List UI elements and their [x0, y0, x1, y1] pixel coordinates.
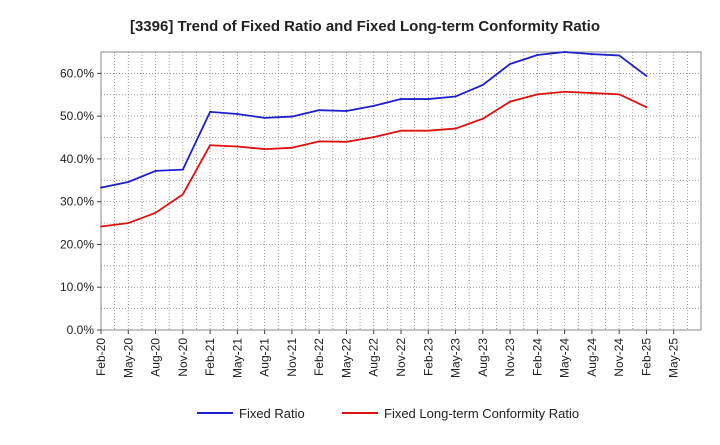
x-tick-label: Feb-20 — [94, 338, 108, 376]
data-point — [291, 146, 293, 149]
data-point — [427, 98, 430, 100]
y-tick-label: 20.0% — [60, 237, 94, 251]
data-point — [536, 54, 539, 56]
data-point — [400, 98, 402, 100]
data-point — [481, 117, 484, 120]
data-point — [127, 222, 130, 224]
data-point — [400, 129, 402, 132]
x-tick-label: Nov-21 — [285, 338, 299, 377]
y-tick-label: 0.0% — [67, 323, 95, 337]
data-point — [645, 75, 648, 77]
x-tick-label: Aug-21 — [258, 338, 272, 377]
x-tick-label: Nov-20 — [176, 338, 190, 377]
data-point — [127, 181, 130, 183]
data-point — [481, 84, 484, 86]
x-tick-label: May-20 — [121, 338, 135, 378]
data-point — [454, 127, 457, 130]
data-point — [536, 93, 539, 96]
x-tick-label: Nov-24 — [612, 338, 626, 377]
x-axis: Feb-20 May-20 Aug-20 Nov-20 Feb-21 May-21 Aug-… — [94, 330, 681, 378]
data-point — [563, 51, 566, 53]
x-tick-label: Aug-20 — [149, 338, 163, 377]
x-tick-label: Aug-24 — [585, 338, 599, 377]
data-point — [591, 53, 593, 56]
data-point — [100, 186, 102, 189]
data-point — [591, 92, 593, 94]
data-point — [372, 136, 375, 139]
data-point — [427, 129, 430, 132]
x-tick-label: Nov-22 — [394, 338, 408, 377]
data-point — [291, 115, 293, 118]
data-point — [318, 140, 321, 143]
y-axis: 0.0% 10.0% 20.0% 30.0% 40.0% 50.0% 60.0% — [60, 66, 101, 337]
data-point — [345, 140, 348, 143]
data-point — [181, 168, 184, 171]
x-tick-label: Feb-23 — [421, 338, 435, 376]
data-point — [263, 116, 266, 119]
legend-item-fixed-ratio: Fixed Ratio — [197, 406, 305, 421]
x-tick-label: Feb-21 — [203, 338, 217, 376]
data-point — [345, 110, 348, 112]
data-point — [209, 144, 211, 147]
x-tick-label: Nov-23 — [503, 338, 517, 377]
data-point — [645, 106, 648, 109]
data-point — [454, 95, 457, 98]
data-point — [509, 63, 511, 65]
x-tick-label: May-23 — [449, 338, 463, 378]
y-tick-label: 40.0% — [60, 152, 94, 166]
data-point — [236, 113, 239, 115]
legend-label: Fixed Ratio — [239, 406, 305, 421]
data-point — [563, 90, 566, 93]
data-point — [318, 109, 321, 112]
data-point — [154, 169, 157, 172]
data-point — [618, 54, 621, 57]
data-point — [154, 211, 157, 214]
x-tick-label: Feb-24 — [530, 338, 544, 376]
legend-label: Fixed Long-term Conformity Ratio — [384, 406, 579, 421]
x-tick-label: Feb-25 — [639, 338, 653, 376]
data-point — [509, 100, 511, 103]
y-tick-label: 10.0% — [60, 280, 94, 294]
x-tick-label: Aug-23 — [476, 338, 490, 377]
x-tick-label: May-24 — [558, 338, 572, 378]
x-tick-label: May-25 — [667, 338, 681, 378]
data-point — [181, 193, 184, 196]
data-point — [618, 93, 621, 96]
series-lines — [100, 51, 648, 228]
x-tick-label: May-22 — [339, 338, 353, 378]
x-tick-label: May-21 — [230, 338, 244, 378]
x-tick-label: Feb-22 — [312, 338, 326, 376]
legend-item-fixed-long-term-conformity-ratio: Fixed Long-term Conformity Ratio — [342, 406, 579, 421]
data-point — [236, 145, 239, 148]
data-point — [263, 148, 266, 150]
chart-title: [3396] Trend of Fixed Ratio and Fixed Lo… — [130, 18, 600, 35]
grid-lines — [101, 52, 701, 330]
legend: Fixed Ratio Fixed Long-term Conformity Ra… — [197, 406, 579, 421]
data-point — [209, 110, 211, 113]
y-tick-label: 50.0% — [60, 109, 94, 123]
data-point — [100, 225, 102, 228]
y-tick-label: 30.0% — [60, 195, 94, 209]
data-point — [372, 104, 375, 107]
x-tick-label: Aug-22 — [367, 338, 381, 377]
y-tick-label: 60.0% — [60, 66, 94, 80]
